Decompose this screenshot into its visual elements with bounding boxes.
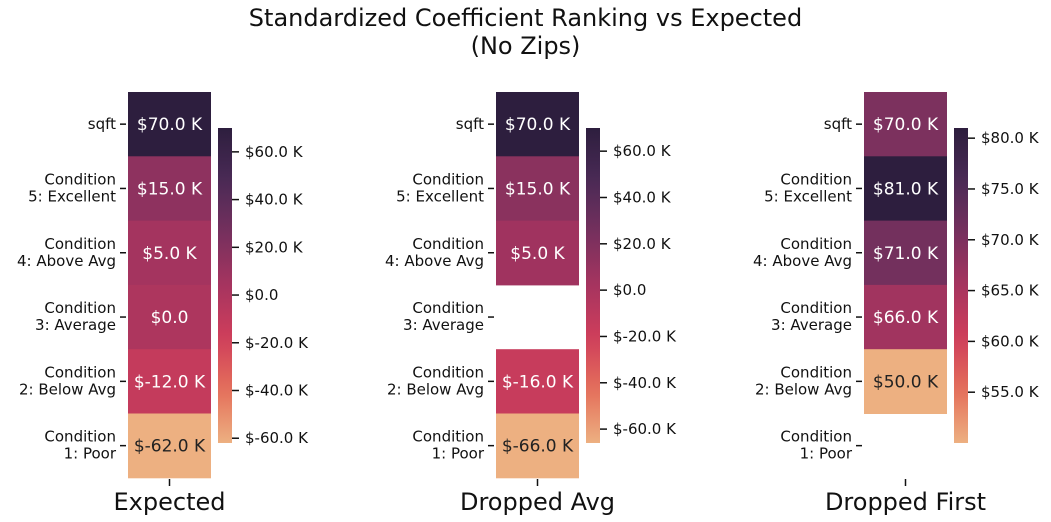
colorbar [586,128,600,443]
cell-value-label: $-16.0 K [502,372,574,392]
cell-value-label: $-62.0 K [134,437,206,457]
row-label: sqft [88,115,116,133]
cell-value-label: $5.0 K [142,244,197,264]
heatmap-cell [496,92,579,157]
x-axis-label: Expected [114,488,226,516]
row-label: Condition [44,235,116,253]
row-label: Condition [412,170,484,188]
x-axis-label: Dropped First [825,488,986,516]
cell-value-label: $15.0 K [137,179,203,199]
row-label: 2: Below Avg [19,380,116,398]
heatmap-cell [864,220,947,286]
colorbar-tick-label: $60.0 K [981,332,1040,350]
row-label: Condition [780,428,852,446]
row-label: sqft [824,115,852,133]
cell-value-label: $0.0 [151,308,189,328]
row-label: Condition [44,299,116,317]
colorbar-tick-label: $70.0 K [981,231,1040,249]
heatmap-cell [128,220,211,286]
x-axis-label: Dropped Avg [460,488,615,516]
colorbar-tick-label: $-60.0 K [613,420,677,438]
row-label: Condition [44,170,116,188]
colorbar [954,128,968,443]
heatmap-cell [864,92,947,157]
row-label: 3: Average [771,316,852,334]
chart-title-line-2: (No Zips) [470,32,581,60]
colorbar-tick-label: $-40.0 K [245,382,309,400]
heatmap-cell [128,349,211,414]
row-label: 4: Above Avg [17,252,116,270]
row-label: 4: Above Avg [385,252,484,270]
cell-value-label: $5.0 K [510,244,565,264]
colorbar [218,128,232,443]
row-label: 2: Below Avg [387,380,484,398]
colorbar-tick-label: $40.0 K [613,188,672,206]
colorbar-tick-label: $-40.0 K [613,374,677,392]
cell-value-label: $-66.0 K [502,437,574,457]
row-label: 5: Excellent [28,187,116,205]
row-label: Condition [780,235,852,253]
row-label: 5: Excellent [396,187,484,205]
cell-value-label: $71.0 K [873,244,939,264]
row-label: Condition [412,299,484,317]
row-label: sqft [456,115,484,133]
row-label: 1: Poor [432,445,485,463]
cell-value-label: $15.0 K [505,179,571,199]
heatmap-cell [128,156,211,222]
row-label: Condition [44,363,116,381]
row-label: 1: Poor [800,445,853,463]
heatmap-cell [496,349,579,414]
heatmap-cell [864,156,947,222]
heatmap-cell [496,156,579,222]
row-label: Condition [780,363,852,381]
cell-value-label: $-12.0 K [134,372,206,392]
colorbar-tick-label: $20.0 K [613,235,672,253]
heatmap-cell [128,413,211,479]
cell-value-label: $70.0 K [505,115,571,135]
row-label: Condition [780,170,852,188]
colorbar-tick-label: $65.0 K [981,282,1040,300]
colorbar-tick-label: $80.0 K [981,129,1040,147]
colorbar-tick-label: $-20.0 K [613,327,677,345]
row-label: 1: Poor [64,445,117,463]
row-label: Condition [44,428,116,446]
cell-value-label: $50.0 K [873,372,939,392]
row-label: 2: Below Avg [755,380,852,398]
colorbar-tick-label: $75.0 K [981,180,1040,198]
colorbar-tick-label: $-20.0 K [245,334,309,352]
heatmap-cell [128,92,211,157]
heatmap-cell [864,284,947,350]
row-label: Condition [412,428,484,446]
row-label: 3: Average [35,316,116,334]
row-label: Condition [412,235,484,253]
heatmap-cell [496,220,579,286]
row-label: 3: Average [403,316,484,334]
row-label: Condition [412,363,484,381]
colorbar-tick-label: $20.0 K [245,238,304,256]
colorbar-tick-label: $0.0 [245,286,278,304]
colorbar-tick-label: $60.0 K [245,143,304,161]
row-label: Condition [780,299,852,317]
colorbar-tick-label: $-60.0 K [245,429,309,447]
heatmap-cell [864,349,947,414]
row-label: 5: Excellent [764,187,852,205]
cell-value-label: $70.0 K [873,115,939,135]
chart-title-line-1: Standardized Coefficient Ranking vs Expe… [248,4,803,32]
colorbar-tick-label: $0.0 [613,281,646,299]
heatmap-cell [128,284,211,350]
cell-value-label: $70.0 K [137,115,203,135]
cell-value-label: $66.0 K [873,308,939,328]
cell-value-label: $81.0 K [873,179,939,199]
colorbar-tick-label: $55.0 K [981,383,1040,401]
row-label: 4: Above Avg [753,252,852,270]
heatmap-cell [496,413,579,479]
colorbar-tick-label: $40.0 K [245,191,304,209]
colorbar-tick-label: $60.0 K [613,142,672,160]
